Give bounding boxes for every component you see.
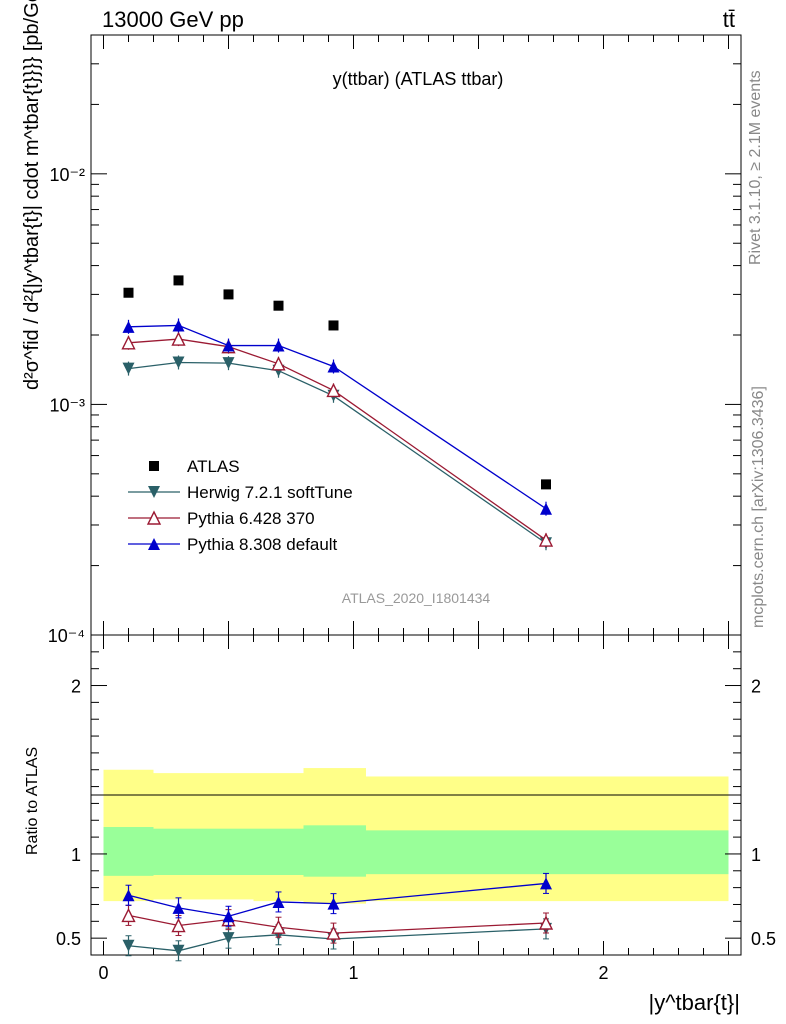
ratio-data-point [538, 915, 554, 930]
x-tick-label: 0 [98, 963, 108, 983]
main-panel: 10⁻⁴ 10⁻³ 10⁻² y(ttbar) (ATLAS ttbar) ATLA… [21, 0, 742, 646]
data-point [121, 335, 136, 350]
data-point [222, 357, 235, 370]
ratio-bands [103, 768, 729, 904]
data-point [327, 360, 340, 373]
legend-label: Pythia 6.428 370 [187, 509, 315, 528]
ratio-data-point [122, 939, 135, 952]
data-point [272, 339, 285, 352]
ratio-panel: 0.5 0.5 1 1 2 2 0 1 2 Ratio to ATLAS |y^tbar{t}| [24, 634, 776, 1015]
y-tick-label: 10⁻³ [49, 395, 85, 415]
ratio-data-point [171, 917, 186, 933]
main-y-axis-label-text: d²σ^fid / d²{|y^tbar{t}| cdot m^tbar{t}}… [21, 0, 43, 390]
y-tick-label: 10⁻⁴ [48, 626, 85, 646]
rivet-version-label: Rivet 3.1.10, ≥ 2.1M events [747, 70, 764, 265]
x-tick-label: 1 [348, 963, 358, 983]
legend-label: Pythia 8.308 default [187, 535, 338, 554]
series-pythia-6-428-370 [121, 331, 554, 548]
analysis-watermark: ATLAS_2020_I1801434 [342, 590, 491, 606]
legend-label: Herwig 7.2.1 softTune [187, 483, 353, 502]
legend-marker [148, 538, 160, 550]
data-point [122, 362, 135, 375]
ratio-series-line [128, 882, 547, 917]
data-point [540, 502, 552, 515]
ratio-series-line [128, 928, 547, 952]
data-point [173, 275, 184, 286]
data-point [171, 331, 186, 346]
ratio-series [121, 872, 554, 962]
ratio-y-tick-label-left: 0.5 [56, 929, 81, 949]
ratio-data-point [271, 919, 286, 934]
data-point [223, 289, 234, 300]
ratio-y-tick-label-right: 2 [751, 677, 761, 697]
ratio-data-point [172, 944, 185, 957]
x-tick-label: 2 [598, 963, 608, 983]
series-line [128, 338, 547, 541]
ratio-y-tick-label-left: 1 [71, 845, 81, 865]
x-axis-label: |y^tbar{t}| [649, 990, 740, 1015]
main-y-axis-label: d²σ^fid / d²{|y^tbar{t}| cdot m^tbar{t}}… [21, 0, 43, 390]
data-point [273, 300, 284, 311]
y-tick-label: 10⁻² [49, 165, 85, 185]
data-point [122, 320, 135, 333]
uncertainty-band-stat-inner [103, 827, 154, 876]
uncertainty-band-stat-inner [153, 828, 254, 875]
plot-title: y(ttbar) (ATLAS ttbar) [333, 69, 504, 89]
legend-marker [148, 486, 160, 498]
uncertainty-band-stat-inner [303, 825, 366, 877]
series-atlas [123, 275, 551, 490]
ratio-data-point [540, 877, 552, 890]
ratio-data-point [272, 895, 285, 908]
ratio-series-pythia-6-428-370 [121, 904, 554, 944]
ratio-data-point [327, 897, 340, 910]
ratio-frame [90, 634, 742, 956]
series-line [128, 361, 547, 544]
data-point [326, 382, 341, 398]
ratio-data-point [222, 910, 235, 923]
legend: ATLAS Herwig 7.2.1 softTune Pythia 6.428 3… [128, 457, 353, 554]
ratio-data-point [326, 925, 341, 940]
data-point [538, 532, 554, 547]
data-point [541, 479, 551, 490]
ratio-ticks: 0.5 0.5 1 1 2 2 0 1 2 [56, 634, 776, 983]
data-point [172, 356, 185, 369]
legend-marker [149, 461, 159, 471]
ratio-y-tick-label-right: 1 [751, 845, 761, 865]
ratio-data-point [222, 932, 235, 945]
main-series [121, 275, 554, 551]
data-point [172, 319, 185, 332]
process-label: tt̄ [723, 7, 735, 32]
main-ticks: 10⁻⁴ 10⁻³ 10⁻² [48, 34, 741, 646]
ratio-data-point [172, 901, 185, 914]
data-point [328, 320, 339, 331]
ratio-series-pythia-8-308-default [122, 872, 552, 927]
ratio-data-point [121, 907, 136, 923]
energy-label: 13000 GeV pp [102, 7, 244, 32]
ratio-series-line [128, 914, 547, 934]
ratio-data-point [122, 889, 135, 902]
series-line [128, 324, 547, 510]
ratio-y-tick-label-left: 2 [71, 677, 81, 697]
data-point [271, 356, 286, 371]
ratio-y-axis-label: Ratio to ATLAS [24, 747, 41, 855]
uncertainty-band-stat-inner [366, 830, 729, 875]
data-point [222, 339, 235, 352]
data-point [123, 287, 134, 298]
legend-marker [146, 510, 162, 525]
legend-label: ATLAS [187, 457, 240, 476]
uncertainty-band-stat-inner [253, 828, 304, 875]
mcplots-label: mcplots.cern.ch [arXiv:1306.3436] [750, 386, 767, 628]
ratio-y-tick-label-right: 0.5 [751, 929, 776, 949]
series-pythia-8-308-default [122, 318, 552, 516]
